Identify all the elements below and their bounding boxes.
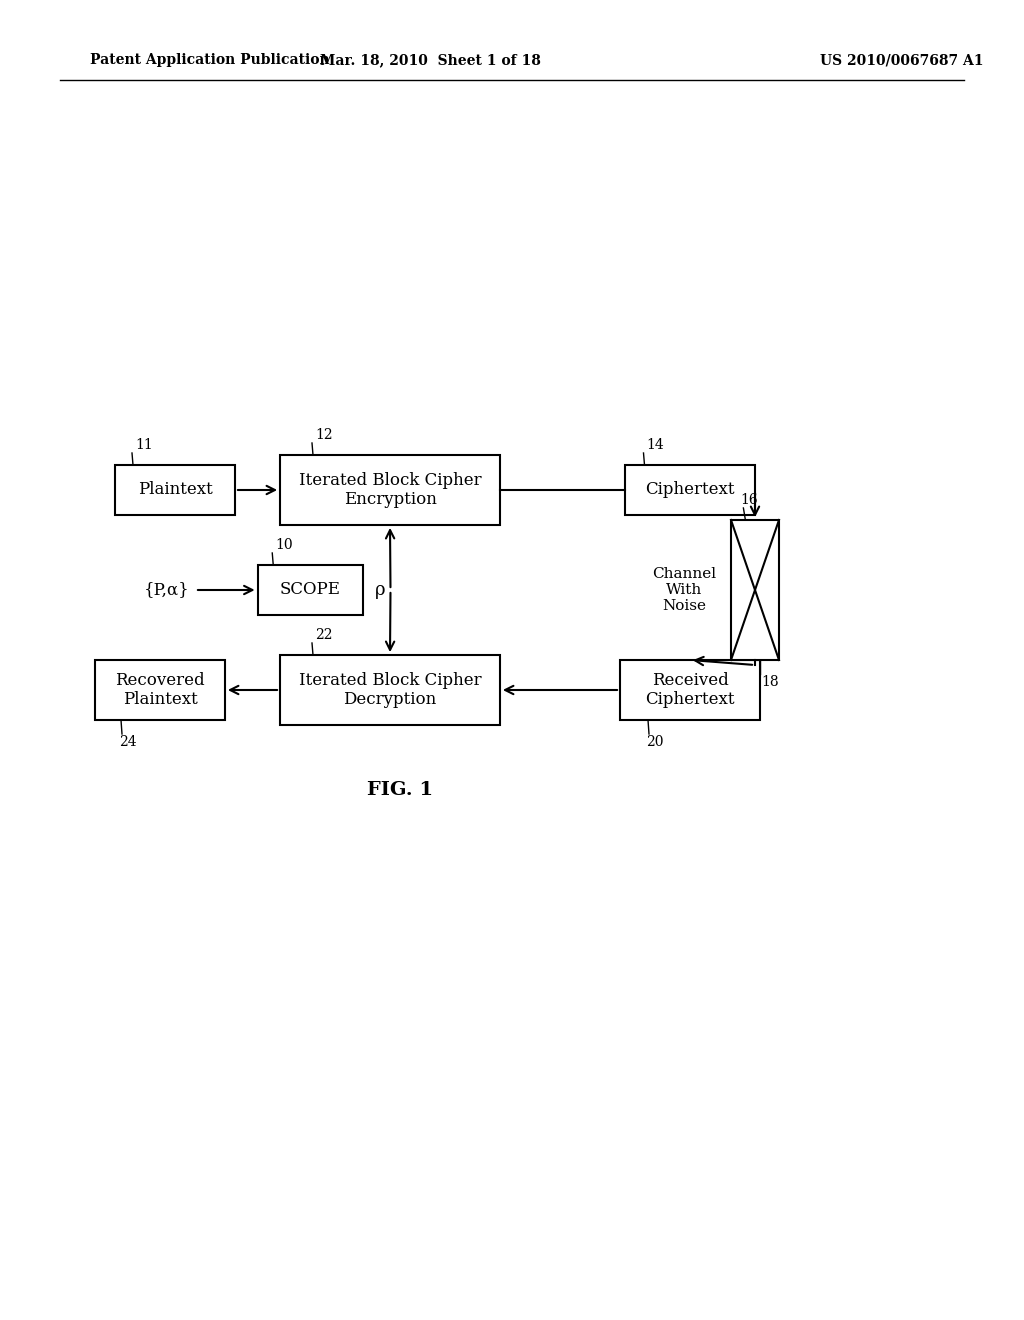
Text: 22: 22 [315,628,333,642]
Text: 20: 20 [646,735,664,748]
Text: 11: 11 [135,438,153,451]
Text: Plaintext: Plaintext [137,482,212,499]
Text: 18: 18 [762,675,779,689]
Bar [731,520,779,660]
Bar [115,465,234,515]
Text: 14: 14 [646,438,665,451]
Text: 10: 10 [275,539,293,552]
Text: Ciphertext: Ciphertext [645,482,735,499]
Text: Iterated Block Cipher
Encryption: Iterated Block Cipher Encryption [299,471,481,508]
Text: Channel
With
Noise: Channel With Noise [652,566,716,614]
Bar [620,660,760,719]
Text: SCOPE: SCOPE [280,582,341,598]
Bar [257,565,362,615]
Bar [280,655,500,725]
Text: 12: 12 [315,428,333,442]
Text: US 2010/0067687 A1: US 2010/0067687 A1 [820,53,983,67]
Text: Mar. 18, 2010  Sheet 1 of 18: Mar. 18, 2010 Sheet 1 of 18 [319,53,541,67]
Text: FIG. 1: FIG. 1 [367,781,433,799]
Text: {P,α}: {P,α} [144,582,190,598]
Bar [280,455,500,525]
Text: Received
Ciphertext: Received Ciphertext [645,672,735,709]
Text: Patent Application Publication: Patent Application Publication [90,53,330,67]
Text: ρ: ρ [375,581,385,599]
Text: 16: 16 [740,492,758,507]
Text: Iterated Block Cipher
Decryption: Iterated Block Cipher Decryption [299,672,481,709]
Text: Recovered
Plaintext: Recovered Plaintext [115,672,205,709]
Text: 24: 24 [119,735,136,748]
Bar [625,465,755,515]
Bar [95,660,225,719]
